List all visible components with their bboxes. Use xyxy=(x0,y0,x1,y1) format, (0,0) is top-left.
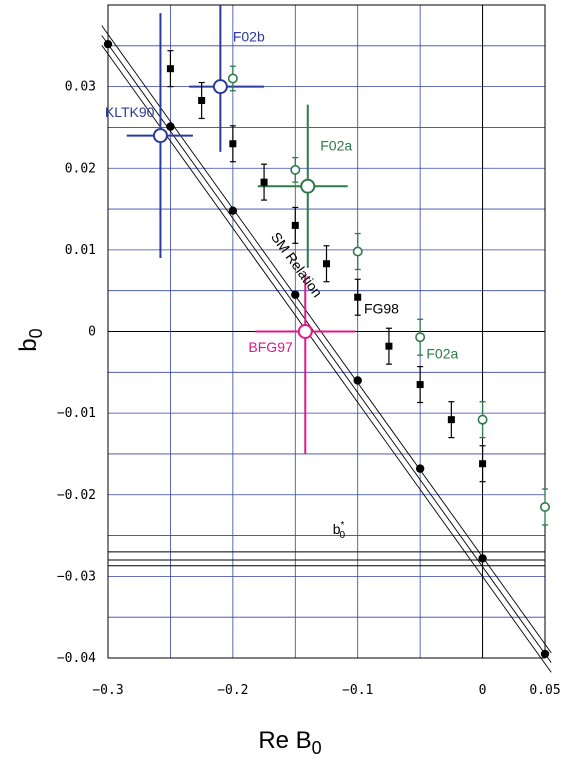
x-axis-title: Re B0 xyxy=(258,727,321,758)
big-marker-circle xyxy=(300,178,316,194)
sm-relation-lines xyxy=(101,25,552,673)
big-marker-circle xyxy=(152,128,168,144)
fg98-point xyxy=(385,342,393,350)
y-axis-title: b0 xyxy=(15,328,46,351)
y-tick-label: 0 xyxy=(88,325,96,340)
label-f02b: F02b xyxy=(233,29,265,45)
f02a-series xyxy=(227,65,550,526)
fg98-point xyxy=(479,460,487,468)
y-tick-label: 0.01 xyxy=(65,243,96,258)
f02a-point xyxy=(352,246,363,257)
fg98-series xyxy=(166,50,487,483)
big-marker-circle xyxy=(212,79,228,95)
label-b0-star: b* 0 xyxy=(333,520,346,541)
sm-relation-point xyxy=(228,206,238,215)
sm-relation-point xyxy=(291,290,300,299)
sm-relation-point xyxy=(478,554,487,563)
f02a-point xyxy=(415,332,426,343)
label-bfg97: BFG97 xyxy=(248,339,293,355)
label-fg98: FG98 xyxy=(364,301,399,317)
fg98-point xyxy=(447,416,455,424)
sm-relation-line xyxy=(101,25,552,654)
x-tick-label: −0.1 xyxy=(342,683,373,698)
label-f02a-big: F02a xyxy=(320,137,352,153)
fg98-point xyxy=(291,221,299,229)
x-tick-label: −0.2 xyxy=(217,683,248,698)
x-tick-label: −0.3 xyxy=(92,683,123,698)
sm-relation-points xyxy=(103,39,550,659)
y-tick-label: 0.03 xyxy=(65,80,96,95)
sm-relation-point xyxy=(166,122,175,131)
grid-lines xyxy=(107,4,546,659)
y-tick-label: −0.01 xyxy=(57,406,96,421)
x-tick-label: 0 xyxy=(479,683,487,698)
sm-relation-point xyxy=(353,376,362,385)
sm-relation-line xyxy=(101,45,552,673)
fg98-point xyxy=(166,65,174,73)
f02a-point xyxy=(539,501,550,512)
fg98-point xyxy=(323,260,330,268)
y-tick-label: 0.02 xyxy=(65,161,96,176)
label-kltk90: KLTK90 xyxy=(105,104,155,120)
tick-labels: 0.03 0.02 0.01 0 −0.01 −0.02 −0.03 −0.04 −0.3 −0.… xyxy=(57,80,561,698)
f02a-point xyxy=(477,414,488,425)
sm-relation-line xyxy=(101,35,552,663)
fg98-point xyxy=(416,381,424,389)
sm-relation-point xyxy=(415,464,425,473)
sm-relation-point xyxy=(103,39,113,49)
f02a-point xyxy=(290,164,301,175)
y-tick-label: −0.02 xyxy=(57,488,96,503)
x-tick-label: 0.05 xyxy=(529,683,560,698)
label-f02a: F02a xyxy=(426,345,458,361)
plot-frame xyxy=(107,4,546,659)
big-markers xyxy=(126,5,356,454)
f02a-point xyxy=(227,73,238,84)
fg98-point xyxy=(260,178,268,186)
fg98-point xyxy=(229,140,237,148)
y-tick-label: −0.03 xyxy=(57,569,96,584)
sm-relation-point xyxy=(540,649,550,659)
big-marker-circle xyxy=(297,324,313,339)
fg98-point xyxy=(354,293,362,301)
fg98-point xyxy=(198,97,206,105)
y-tick-label: −0.04 xyxy=(57,651,96,666)
